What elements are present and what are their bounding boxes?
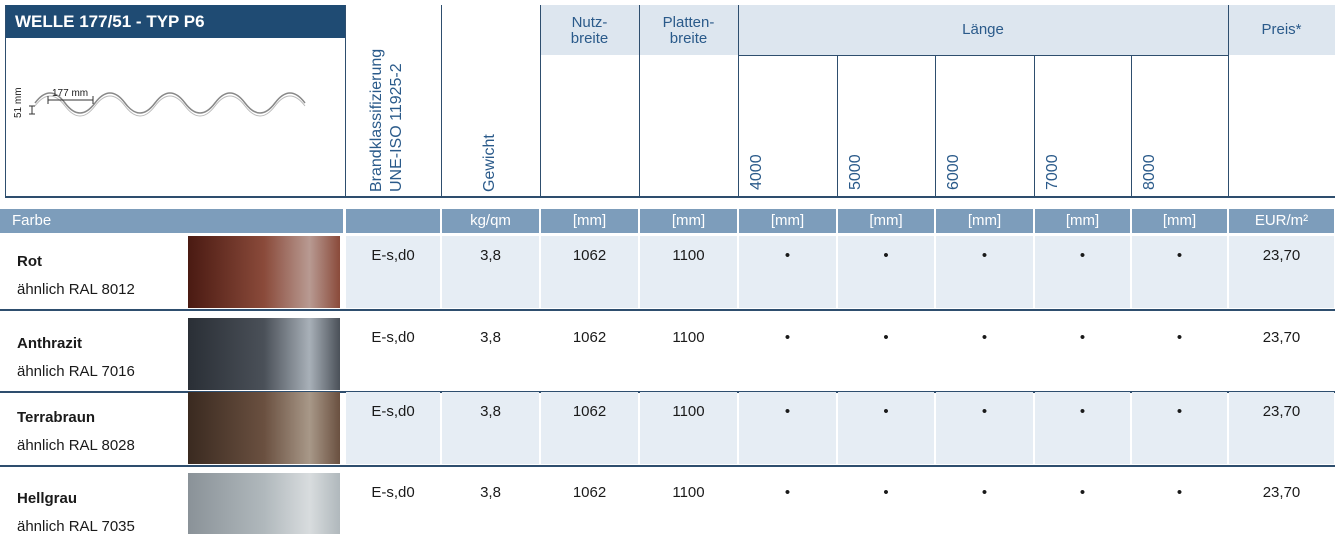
usable-width-header: Nutz- bbox=[540, 15, 639, 31]
unit-cell: EUR/m² bbox=[1229, 209, 1334, 233]
cell-value: 1062 bbox=[540, 403, 639, 420]
border bbox=[5, 5, 6, 197]
unit-cell: [mm] bbox=[640, 209, 737, 233]
cell-value: • bbox=[837, 329, 935, 346]
cell-value: 23,70 bbox=[1228, 403, 1335, 420]
cell-value: 1062 bbox=[540, 329, 639, 346]
color-name: Hellgrau bbox=[17, 490, 77, 507]
fire-class-header: UNE-ISO 11925-2 bbox=[387, 63, 406, 192]
cell-value: E-s,d0 bbox=[345, 329, 441, 346]
length-value-header: 7000 bbox=[1043, 154, 1062, 190]
cell-value: • bbox=[738, 484, 837, 501]
ral-code: ähnlich RAL 7035 bbox=[17, 518, 135, 534]
title: WELLE 177/51 - TYP P6 bbox=[15, 12, 205, 32]
ral-code: ähnlich RAL 8028 bbox=[17, 437, 135, 454]
cell-value: • bbox=[837, 247, 935, 264]
cell-value: • bbox=[1131, 247, 1228, 264]
color-swatch bbox=[188, 236, 340, 308]
color-name: Terrabraun bbox=[17, 409, 95, 426]
color-swatch bbox=[188, 473, 340, 534]
cell-value: 1100 bbox=[639, 403, 738, 420]
cell-value: 23,70 bbox=[1228, 484, 1335, 501]
profile-width: 177 mm bbox=[52, 88, 88, 99]
unit-cell: [mm] bbox=[1035, 209, 1130, 233]
unit-cell: [mm] bbox=[838, 209, 934, 233]
color-name: Rot bbox=[17, 253, 42, 270]
color-swatch bbox=[188, 392, 340, 464]
cell-value: • bbox=[738, 329, 837, 346]
row-line bbox=[0, 309, 1335, 311]
unit-cell: [mm] bbox=[541, 209, 638, 233]
cell-value: • bbox=[1034, 484, 1131, 501]
unit-cell: [mm] bbox=[1132, 209, 1227, 233]
weight-header: Gewicht bbox=[480, 134, 499, 192]
cell-value: 3,8 bbox=[441, 403, 540, 420]
column-line bbox=[1131, 55, 1132, 197]
cell-value: 1100 bbox=[639, 247, 738, 264]
cell-value: 3,8 bbox=[441, 484, 540, 501]
column-line bbox=[837, 55, 838, 197]
cell-value: • bbox=[837, 484, 935, 501]
cell-value: 1062 bbox=[540, 484, 639, 501]
length-header: Länge bbox=[738, 22, 1228, 38]
cell-value: • bbox=[1034, 247, 1131, 264]
unit-cell: [mm] bbox=[739, 209, 836, 233]
cell-value: 1062 bbox=[540, 247, 639, 264]
cell-value: 1100 bbox=[639, 484, 738, 501]
unit-cell: Farbe bbox=[0, 209, 343, 233]
length-value-header: 4000 bbox=[747, 154, 766, 190]
header-line bbox=[738, 55, 1228, 56]
cell-value: E-s,d0 bbox=[345, 247, 441, 264]
cell-value: 1100 bbox=[639, 329, 738, 346]
cell-value: 3,8 bbox=[441, 329, 540, 346]
profile-height: 51 mm bbox=[9, 87, 28, 118]
column-line bbox=[1034, 55, 1035, 197]
unit-cell bbox=[346, 209, 440, 233]
cell-value: 3,8 bbox=[441, 247, 540, 264]
cell-value: 23,70 bbox=[1228, 247, 1335, 264]
cell-value: • bbox=[837, 403, 935, 420]
cell-value: • bbox=[935, 403, 1034, 420]
ral-code: ähnlich RAL 7016 bbox=[17, 363, 135, 380]
sheet-width-header: breite bbox=[639, 31, 738, 47]
length-value-header: 6000 bbox=[944, 154, 963, 190]
header-bottom-line bbox=[5, 196, 1335, 198]
cell-value: • bbox=[935, 484, 1034, 501]
cell-value: • bbox=[738, 247, 837, 264]
color-name: Anthrazit bbox=[17, 335, 82, 352]
unit-cell: kg/qm bbox=[442, 209, 539, 233]
cell-value: 23,70 bbox=[1228, 329, 1335, 346]
cell-value: • bbox=[738, 403, 837, 420]
page: WELLE 177/51 - TYP P6 177 mm 51 mm Brand… bbox=[0, 0, 1335, 534]
price-header: Preis* bbox=[1228, 22, 1335, 38]
cell-value: • bbox=[1034, 403, 1131, 420]
cell-value: • bbox=[1131, 403, 1228, 420]
cell-value: • bbox=[935, 329, 1034, 346]
color-swatch bbox=[188, 318, 340, 390]
column-line bbox=[345, 5, 346, 197]
cell-value: • bbox=[1131, 329, 1228, 346]
ral-code: ähnlich RAL 8012 bbox=[17, 281, 135, 298]
unit-cell: [mm] bbox=[936, 209, 1033, 233]
sheet-width-header: Platten- bbox=[639, 15, 738, 31]
usable-width-header: breite bbox=[540, 31, 639, 47]
cell-value: E-s,d0 bbox=[345, 403, 441, 420]
fire-class-header: Brandklassifizierung bbox=[367, 49, 386, 192]
column-line bbox=[441, 5, 442, 197]
cell-value: • bbox=[1034, 329, 1131, 346]
length-value-header: 8000 bbox=[1140, 154, 1159, 190]
cell-value: • bbox=[935, 247, 1034, 264]
row-line bbox=[0, 465, 1335, 467]
column-line bbox=[935, 55, 936, 197]
cell-value: • bbox=[1131, 484, 1228, 501]
cell-value: E-s,d0 bbox=[345, 484, 441, 501]
length-value-header: 5000 bbox=[846, 154, 865, 190]
